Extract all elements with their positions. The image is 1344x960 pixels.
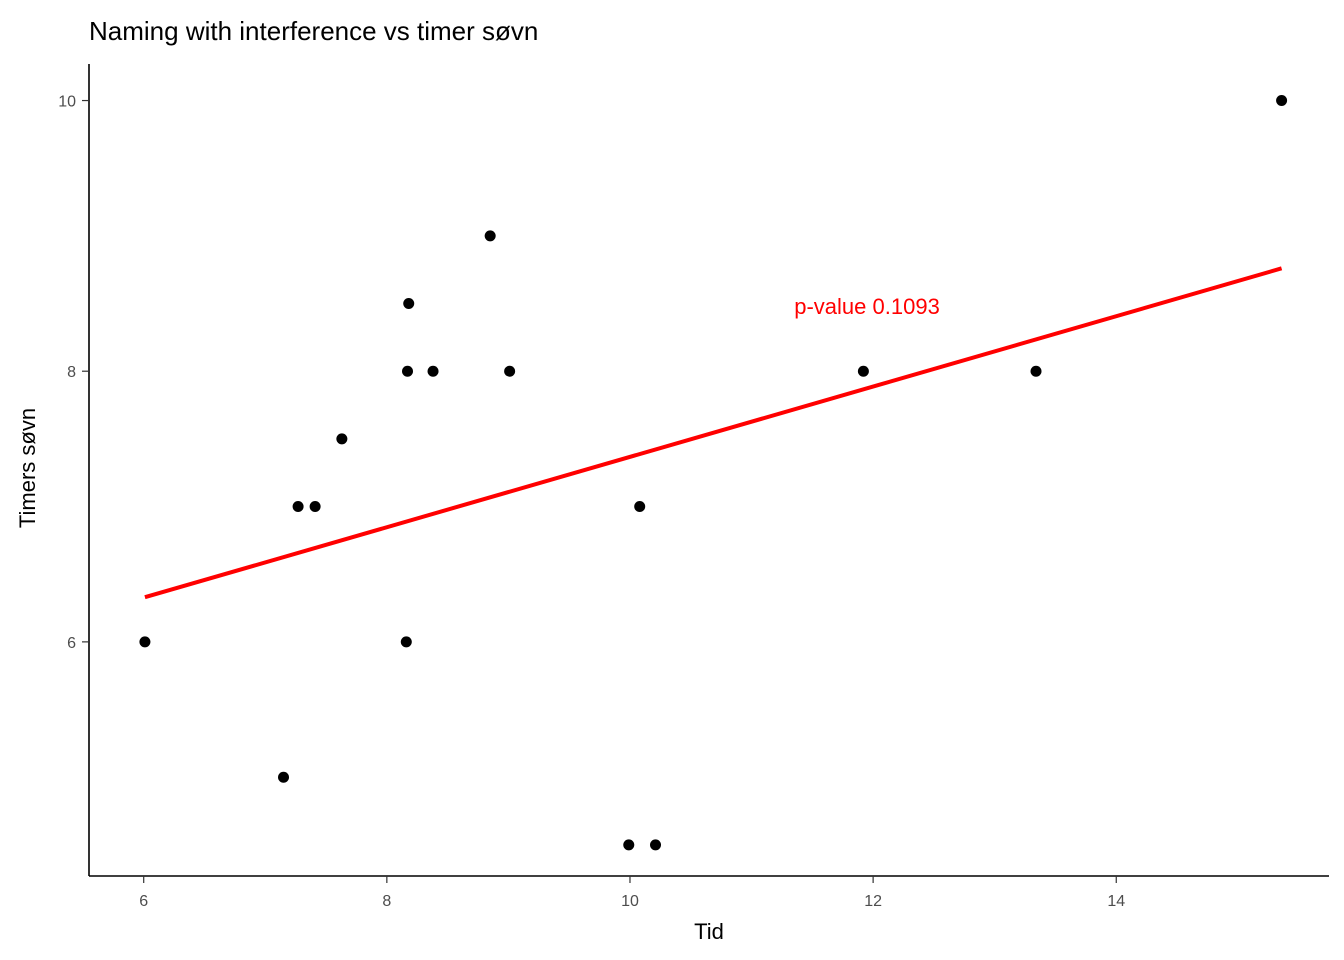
data-point bbox=[857, 365, 869, 377]
data-point bbox=[309, 501, 321, 513]
data-point bbox=[634, 501, 646, 513]
x-tick-label: 8 bbox=[382, 893, 391, 910]
data-point bbox=[139, 636, 151, 648]
data-point bbox=[402, 365, 414, 377]
x-tick-label: 10 bbox=[621, 893, 639, 910]
x-tick-label: 14 bbox=[1107, 893, 1125, 910]
chart-title: Naming with interference vs timer søvn bbox=[89, 16, 538, 46]
x-tick-label: 12 bbox=[864, 893, 882, 910]
data-point bbox=[336, 433, 348, 445]
data-point bbox=[650, 839, 662, 851]
data-point bbox=[623, 839, 635, 851]
y-tick-label: 8 bbox=[67, 364, 76, 381]
p-value-annotation: p-value 0.1093 bbox=[794, 294, 940, 319]
data-point bbox=[1030, 365, 1042, 377]
y-tick-label: 6 bbox=[67, 635, 76, 652]
data-point bbox=[278, 771, 290, 783]
regression-line bbox=[144, 266, 1283, 600]
plot-area: p-value 0.1093 bbox=[139, 95, 1288, 851]
y-tick-label: 10 bbox=[58, 94, 76, 111]
data-point bbox=[504, 365, 516, 377]
data-point bbox=[292, 501, 304, 513]
data-point bbox=[427, 365, 439, 377]
y-axis-title: Timers søvn bbox=[15, 408, 40, 528]
data-point bbox=[484, 230, 496, 242]
data-point bbox=[403, 298, 415, 310]
data-point bbox=[400, 636, 412, 648]
y-axis-ticks: 6 8 10 bbox=[58, 94, 89, 652]
x-tick-label: 6 bbox=[139, 893, 148, 910]
data-point bbox=[1276, 95, 1288, 107]
x-axis-ticks: 6 8 10 12 14 bbox=[139, 876, 1125, 910]
x-axis-title: Tid bbox=[694, 919, 724, 944]
